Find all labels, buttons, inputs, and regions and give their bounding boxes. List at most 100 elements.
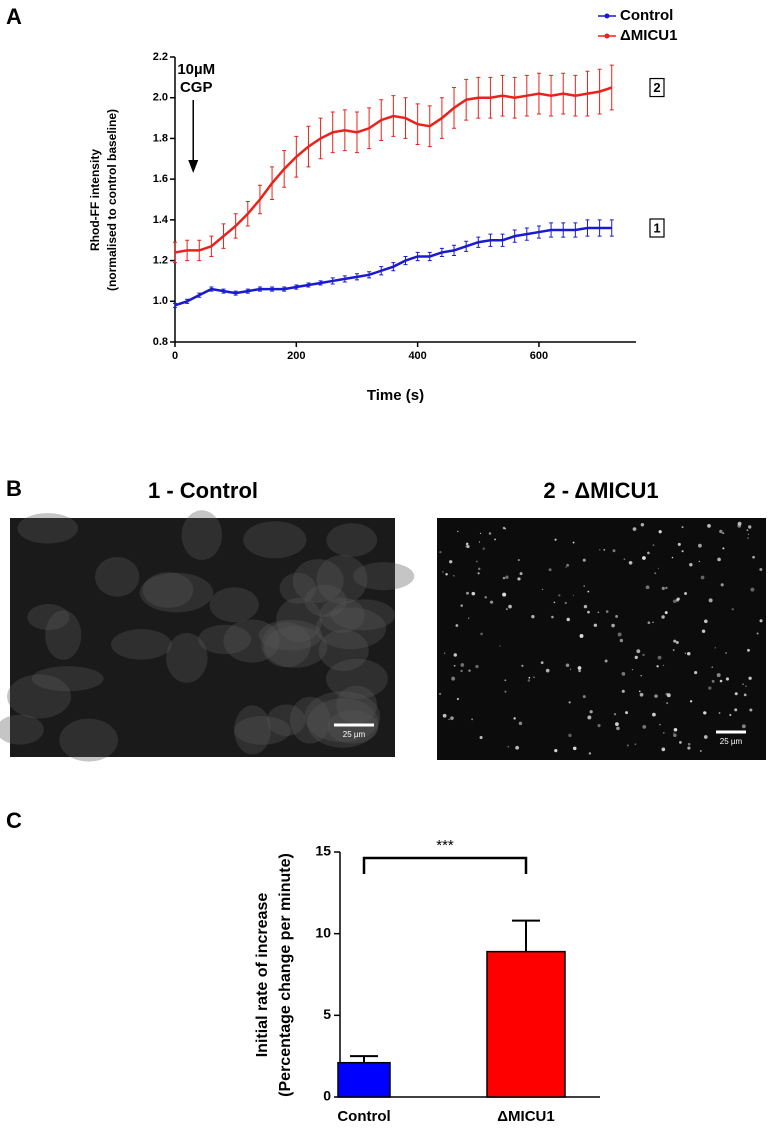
cell — [261, 622, 311, 668]
speck — [615, 614, 619, 618]
y-tick-label: 1.2 — [153, 254, 168, 266]
speck — [734, 692, 738, 696]
speck — [725, 652, 727, 654]
speck — [658, 530, 662, 534]
speck — [665, 692, 669, 696]
speck — [636, 649, 641, 654]
panel-label: B — [6, 476, 22, 501]
cell — [234, 716, 291, 745]
legend-label: ΔMICU1 — [620, 27, 677, 44]
speck — [528, 676, 531, 679]
speck — [572, 594, 575, 596]
speck — [478, 541, 481, 543]
error-bar — [512, 919, 540, 952]
cell — [139, 572, 214, 613]
speck — [611, 623, 615, 628]
speck — [553, 601, 556, 604]
speck — [623, 558, 626, 561]
speck — [583, 585, 586, 587]
speck — [640, 675, 642, 677]
speck — [548, 568, 552, 572]
speck — [502, 576, 506, 580]
image-title: 2 - ΔMICU1 — [543, 478, 658, 503]
speck — [475, 664, 479, 669]
cell — [267, 704, 306, 737]
speck — [752, 555, 755, 559]
speck — [587, 610, 590, 614]
speck — [471, 591, 476, 596]
speck — [703, 711, 707, 715]
x-axis-label: Time (s) — [367, 387, 424, 404]
speck — [681, 550, 684, 553]
speck — [467, 617, 470, 619]
speck — [666, 693, 671, 698]
speck — [645, 585, 650, 590]
speck — [484, 595, 487, 599]
speck — [475, 560, 478, 563]
speck — [568, 701, 571, 704]
y-axis-label: (Percentage change per minute) — [277, 853, 294, 1097]
cell — [304, 691, 381, 742]
speck — [572, 746, 577, 751]
speck — [605, 610, 609, 613]
y-tick-label: 10 — [315, 924, 331, 940]
cell — [0, 714, 44, 745]
error-bar — [609, 219, 614, 237]
panel-label: A — [6, 4, 22, 29]
cell — [111, 629, 172, 660]
speck — [734, 708, 738, 712]
cell — [142, 572, 194, 609]
speck — [533, 676, 535, 678]
cell — [289, 696, 331, 744]
speck — [587, 590, 590, 593]
speck — [517, 558, 520, 562]
speck — [540, 661, 544, 665]
speck — [750, 587, 755, 592]
speck — [505, 575, 509, 579]
scale-bar-label: 25 µm — [720, 737, 743, 746]
speck — [531, 614, 535, 619]
speck — [480, 632, 483, 636]
cell — [258, 619, 323, 651]
speck — [714, 647, 716, 649]
y-tick-label: 1.0 — [153, 295, 168, 307]
speck — [745, 685, 747, 688]
speck — [748, 525, 752, 529]
speck — [747, 648, 750, 652]
speck — [597, 724, 601, 728]
cell — [318, 629, 369, 672]
legend-marker — [604, 13, 610, 19]
speck — [716, 673, 721, 678]
speck — [499, 645, 501, 647]
speck — [564, 601, 567, 605]
speck — [700, 750, 702, 752]
speck — [742, 683, 744, 685]
speck — [759, 619, 763, 623]
panel-label: C — [6, 808, 22, 833]
speck — [747, 533, 750, 536]
speck — [541, 588, 544, 591]
x-tick-label: 400 — [408, 350, 426, 362]
speck — [711, 666, 713, 668]
speck — [504, 690, 507, 693]
speck — [466, 591, 469, 595]
speck — [672, 599, 677, 604]
speck — [748, 676, 752, 680]
speck — [654, 694, 658, 698]
speck — [504, 679, 507, 682]
cell — [59, 718, 118, 762]
speck — [587, 715, 592, 720]
speck — [442, 713, 447, 718]
speck — [675, 641, 679, 644]
speck — [565, 566, 567, 568]
speck — [719, 529, 723, 534]
speck — [616, 726, 620, 731]
speck — [659, 723, 661, 726]
speck — [445, 573, 448, 576]
speck — [479, 532, 482, 534]
speck — [731, 608, 734, 611]
speck — [673, 639, 677, 643]
speck — [466, 542, 469, 545]
speck — [506, 608, 508, 610]
speck — [642, 724, 647, 729]
